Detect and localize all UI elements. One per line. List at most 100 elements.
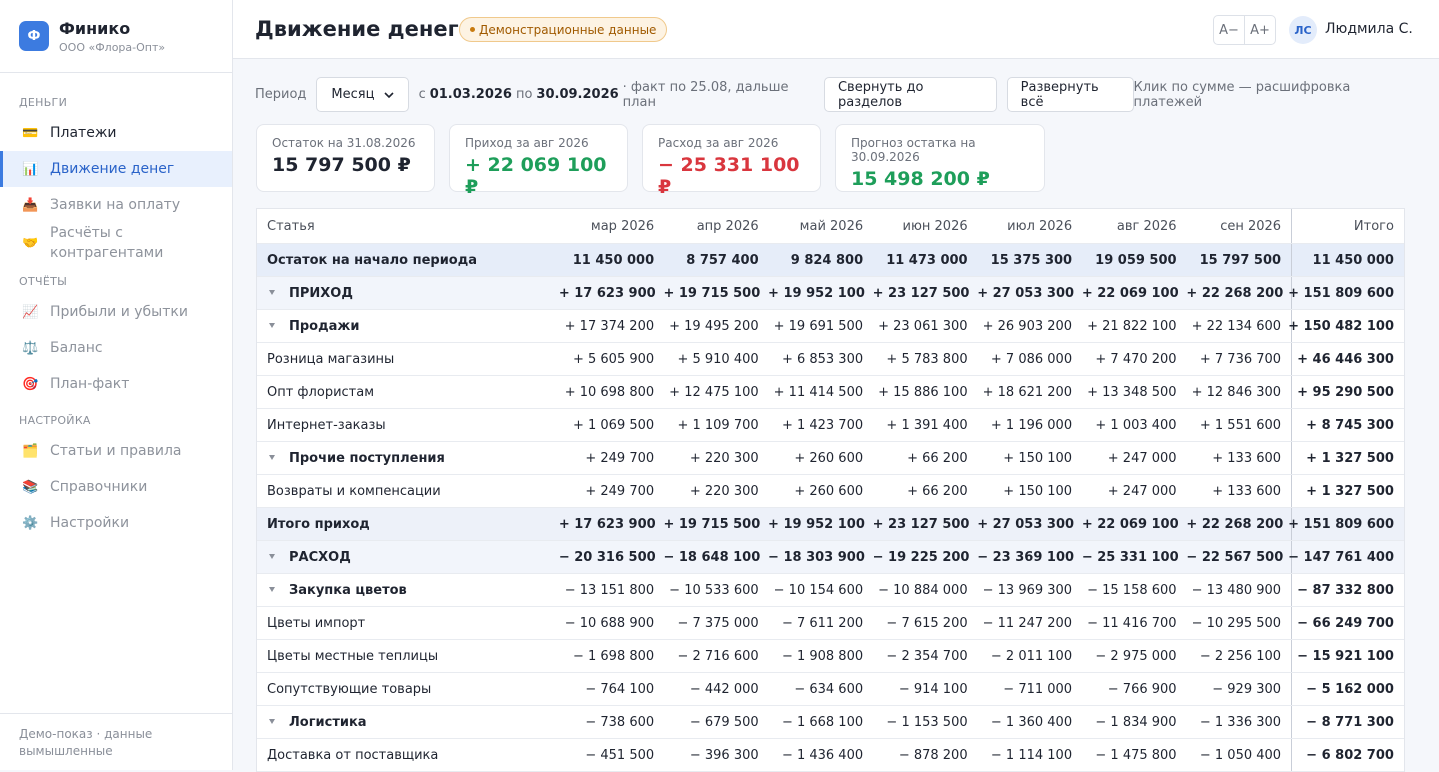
nav-item[interactable]: 📈 Прибыли и убытки (0, 294, 232, 330)
user-name[interactable]: Людмила С. (1325, 21, 1413, 37)
amount[interactable]: − 1 360 400 (990, 714, 1073, 730)
amount[interactable]: − 10 295 500 (1191, 615, 1282, 631)
amount[interactable]: + 19 495 200 (669, 318, 759, 334)
nav-item[interactable]: ⚙️ Настройки (0, 505, 232, 541)
amount[interactable]: + 66 200 (907, 483, 968, 499)
amount[interactable]: − 396 300 (689, 747, 759, 763)
amount[interactable]: + 133 600 (1212, 483, 1282, 499)
amount[interactable]: + 21 822 100 (1087, 318, 1177, 334)
amount[interactable]: + 19 715 500 (663, 285, 761, 301)
amount[interactable]: − 19 225 200 (872, 549, 970, 565)
amount[interactable]: + 260 600 (794, 450, 864, 466)
amount[interactable]: − 766 900 (1107, 681, 1177, 697)
amount[interactable]: − 2 011 100 (990, 648, 1073, 664)
amount[interactable]: − 18 648 100 (663, 549, 761, 565)
amount[interactable]: − 23 369 100 (977, 549, 1075, 565)
amount[interactable]: + 18 621 200 (982, 384, 1073, 400)
amount[interactable]: 11 450 000 (572, 252, 655, 268)
amount[interactable]: − 20 316 500 (558, 549, 656, 565)
amount[interactable]: − 1 475 800 (1095, 747, 1177, 763)
amount[interactable]: − 1 050 400 (1199, 747, 1282, 763)
amount[interactable]: + 5 783 800 (886, 351, 968, 367)
amount[interactable]: 11 450 000 (1291, 244, 1404, 276)
amount[interactable]: 9 824 800 (790, 252, 864, 268)
amount[interactable]: + 27 053 300 (977, 516, 1075, 532)
nav-item[interactable]: 💳 Платежи (0, 115, 232, 151)
amount[interactable]: + 260 600 (794, 483, 864, 499)
amount[interactable]: − 764 100 (585, 681, 655, 697)
amount[interactable]: + 249 700 (585, 450, 655, 466)
amount[interactable]: − 1 668 100 (781, 714, 864, 730)
amount[interactable]: − 10 688 900 (564, 615, 655, 631)
amount[interactable]: + 1 196 000 (990, 417, 1073, 433)
amount[interactable]: − 2 716 600 (677, 648, 759, 664)
amount[interactable]: − 738 600 (585, 714, 655, 730)
amount[interactable]: 15 797 500 (1199, 252, 1282, 268)
amount[interactable]: + 5 605 900 (572, 351, 655, 367)
amount[interactable]: − 87 332 800 (1291, 574, 1404, 606)
amount[interactable]: − 442 000 (689, 681, 759, 697)
amount[interactable]: − 451 500 (585, 747, 655, 763)
amount[interactable]: − 1 834 900 (1095, 714, 1177, 730)
amount[interactable]: + 19 952 100 (768, 516, 865, 532)
nav-item[interactable]: ⚖️ Баланс (0, 330, 232, 366)
amount[interactable]: + 19 715 500 (663, 516, 761, 532)
amount[interactable]: − 1 436 400 (781, 747, 864, 763)
amount[interactable]: + 11 414 500 (773, 384, 864, 400)
amount[interactable]: + 23 061 300 (878, 318, 968, 334)
amount[interactable]: 8 757 400 (686, 252, 759, 268)
amount[interactable]: − 8 771 300 (1291, 706, 1404, 738)
expand-button[interactable]: Развернуть всё (1006, 77, 1134, 112)
amount[interactable]: − 11 416 700 (1087, 615, 1177, 631)
nav-item[interactable]: 📚 Справочники (0, 469, 232, 505)
amount[interactable]: + 23 127 500 (872, 516, 970, 532)
amount[interactable]: − 15 158 600 (1087, 582, 1177, 598)
amount[interactable]: + 17 623 900 (558, 285, 656, 301)
amount[interactable]: + 1 069 500 (572, 417, 655, 433)
amount[interactable]: − 929 300 (1212, 681, 1282, 697)
nav-item[interactable]: 🗂️ Статьи и правила (0, 433, 232, 469)
amount[interactable]: + 247 000 (1107, 483, 1177, 499)
nav-item[interactable]: 📊 Движение денег (0, 151, 232, 187)
amount[interactable]: − 7 611 200 (781, 615, 864, 631)
amount[interactable]: − 13 969 300 (982, 582, 1073, 598)
amount[interactable]: + 1 327 500 (1291, 442, 1404, 474)
amount[interactable]: + 22 134 600 (1191, 318, 1282, 334)
amount[interactable]: + 133 600 (1212, 450, 1282, 466)
amount[interactable]: − 147 761 400 (1288, 541, 1404, 573)
amount[interactable]: + 12 846 300 (1191, 384, 1282, 400)
caret[interactable] (267, 552, 289, 562)
caret[interactable] (267, 288, 289, 298)
amount[interactable]: − 1 698 800 (572, 648, 655, 664)
amount[interactable]: + 22 268 200 (1186, 516, 1284, 532)
amount[interactable]: − 11 247 200 (982, 615, 1073, 631)
amount[interactable]: + 151 809 600 (1288, 277, 1404, 309)
amount[interactable]: + 13 348 500 (1087, 384, 1177, 400)
amount[interactable]: − 2 354 700 (886, 648, 968, 664)
amount[interactable]: − 22 567 500 (1186, 549, 1284, 565)
amount[interactable]: − 7 375 000 (677, 615, 759, 631)
amount[interactable]: − 914 100 (898, 681, 968, 697)
amount[interactable]: − 679 500 (689, 714, 759, 730)
amount[interactable]: + 247 000 (1107, 450, 1177, 466)
amount[interactable]: + 7 470 200 (1095, 351, 1177, 367)
amount[interactable]: + 66 200 (907, 450, 968, 466)
amount[interactable]: + 220 300 (689, 483, 759, 499)
caret[interactable] (267, 585, 289, 595)
amount[interactable]: − 15 921 100 (1291, 640, 1404, 672)
amount[interactable]: 15 375 300 (990, 252, 1073, 268)
amount[interactable]: − 10 533 600 (669, 582, 759, 598)
amount[interactable]: + 150 100 (1003, 450, 1073, 466)
caret[interactable] (267, 453, 289, 463)
period-select[interactable]: Месяц (316, 77, 409, 112)
nav-item[interactable]: 🎯 План-факт (0, 366, 232, 402)
amount[interactable]: + 1 391 400 (886, 417, 968, 433)
amount[interactable]: + 1 327 500 (1291, 475, 1404, 507)
avatar[interactable]: ЛС (1289, 16, 1317, 44)
amount[interactable]: − 66 249 700 (1291, 607, 1404, 639)
amount[interactable]: + 12 475 100 (669, 384, 759, 400)
amount[interactable]: + 1 003 400 (1095, 417, 1177, 433)
amount[interactable]: + 150 482 100 (1288, 310, 1404, 342)
amount[interactable]: + 1 551 600 (1199, 417, 1282, 433)
amount[interactable]: + 26 903 200 (982, 318, 1073, 334)
